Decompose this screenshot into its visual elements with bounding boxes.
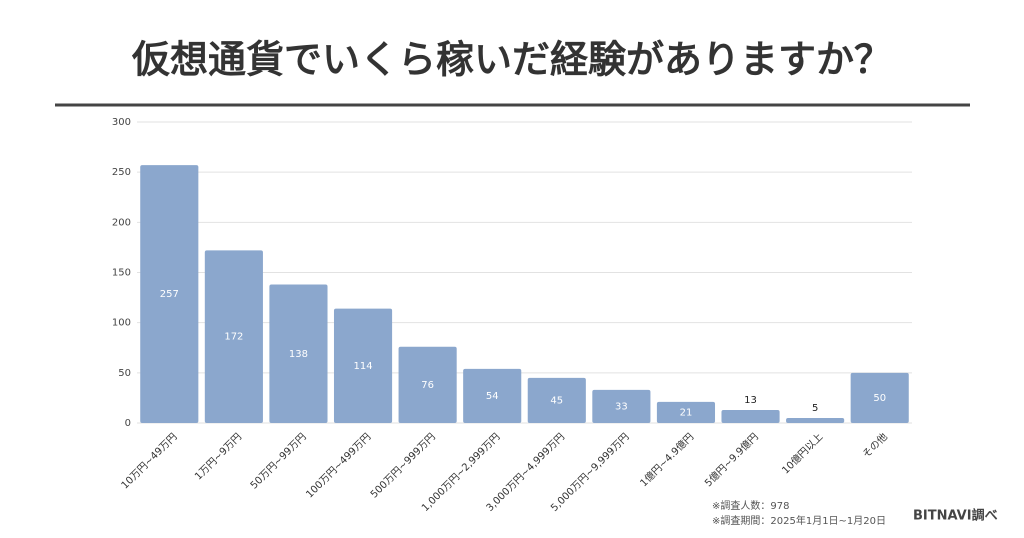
bar [656, 401, 716, 423]
value-label: 5 [812, 403, 818, 414]
bar [592, 389, 651, 423]
value-label: 21 [680, 407, 693, 418]
bar [204, 250, 263, 423]
y-tick-label: 50 [118, 368, 131, 379]
y-tick-label: 0 [125, 418, 131, 429]
chart-title: 仮想通貨でいくら稼いだ経験がありますか？ [131, 38, 892, 82]
value-label: 50 [873, 393, 886, 404]
x-tick-label: 100万円~499万円 [304, 431, 373, 500]
x-tick-label: 1万円~9万円 [193, 431, 244, 482]
bar [463, 368, 522, 423]
value-label: 13 [744, 395, 757, 406]
x-tick-label: 5億円~9.9億円 [702, 430, 761, 489]
bar [333, 308, 393, 423]
value-label: 45 [550, 395, 563, 406]
bar [140, 165, 199, 424]
value-label: 172 [224, 332, 243, 343]
x-tick-label: 500万円~999万円 [369, 431, 438, 500]
bar [721, 409, 780, 423]
note: ※調査期間：2025年1月1日~1月20日 [712, 514, 886, 527]
value-label: 76 [421, 380, 434, 391]
source: BITNAVI調べ [913, 508, 998, 524]
y-tick-label: 200 [112, 217, 131, 228]
note: ※調査人数：978 [712, 499, 789, 512]
x-tick-label: 10万円~49万円 [120, 431, 180, 491]
bar [850, 372, 909, 423]
bar [398, 346, 457, 423]
x-tick-label: その他 [860, 430, 890, 460]
x-tick-label: 50万円~99万円 [249, 431, 309, 491]
value-label: 114 [353, 361, 372, 372]
y-tick-label: 150 [112, 268, 131, 279]
y-tick-label: 100 [112, 318, 131, 329]
value-label: 257 [160, 289, 179, 300]
value-label: 33 [615, 401, 628, 412]
y-tick-label: 300 [112, 117, 131, 128]
bar [786, 417, 845, 423]
bar [527, 377, 586, 423]
x-tick-label: 1億円~4.9億円 [637, 430, 696, 489]
bar [269, 284, 328, 423]
y-tick-label: 250 [112, 167, 131, 178]
value-label: 54 [486, 391, 499, 402]
x-tick-label: 10億円以上 [779, 430, 825, 476]
value-label: 138 [289, 349, 308, 360]
